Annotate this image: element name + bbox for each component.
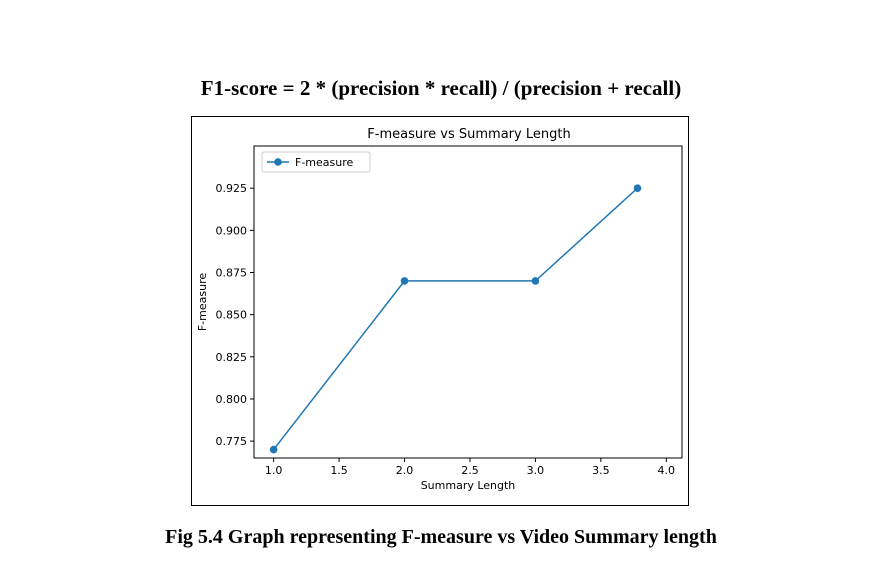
data-point [531, 277, 540, 285]
x-tick-label: 2.0 [396, 464, 414, 477]
y-tick-label: 0.925 [216, 182, 248, 195]
plot-area [253, 145, 683, 459]
y-tick-label: 0.900 [216, 224, 248, 237]
x-axis-label: Summary Length [421, 479, 516, 492]
figure-frame [191, 116, 689, 506]
legend: F-measure [261, 151, 371, 173]
x-tick-label: 1.5 [330, 464, 348, 477]
data-point [400, 277, 409, 285]
series-line [273, 187, 639, 451]
y-tick-label: 0.775 [216, 435, 248, 448]
y-tick-label: 0.800 [216, 393, 248, 406]
x-tick-label: 3.5 [592, 464, 610, 477]
figure-caption: Fig 5.4 Graph representing F-measure vs … [165, 526, 717, 548]
y-axis-label: F-measure [196, 273, 209, 332]
data-point [269, 445, 278, 454]
line-chart: F-measure vs Summary Length 1.0 1.5 2.0 2.5… [196, 127, 683, 492]
y-axis: 0.775 0.800 0.825 0.850 0.875 0.900 0.925 [216, 182, 254, 448]
x-tick-label: 1.0 [265, 464, 283, 477]
legend-marker [274, 158, 282, 166]
formula-heading: F1-score = 2 * (precision * recall) / (p… [200, 76, 682, 100]
x-axis: 1.0 1.5 2.0 2.5 3.0 3.5 4.0 [265, 458, 675, 477]
x-tick-label: 3.0 [527, 464, 545, 477]
x-tick-label: 4.0 [658, 464, 676, 477]
data-point [633, 184, 642, 192]
x-tick-label: 2.5 [461, 464, 479, 477]
chart-title: F-measure vs Summary Length [367, 127, 570, 142]
series-layer [269, 184, 642, 454]
y-tick-label: 0.875 [216, 266, 248, 279]
y-tick-label: 0.825 [216, 351, 248, 364]
legend-box [261, 151, 371, 173]
y-tick-label: 0.850 [216, 309, 248, 322]
legend-label: F-measure [295, 156, 354, 169]
